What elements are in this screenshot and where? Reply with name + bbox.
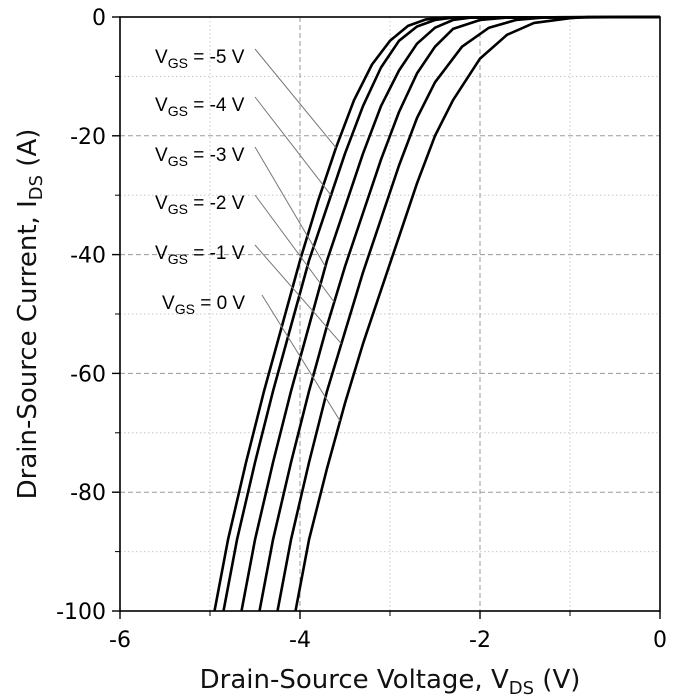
label-leader-line — [254, 244, 342, 345]
y-ticks: 0 -20 -40 -60 -80 -100 — [56, 6, 120, 625]
series-label: VGS = 0 V — [162, 293, 245, 317]
label-leader-line — [254, 96, 332, 196]
y-tick-label: -20 — [70, 125, 106, 150]
label-leaders — [254, 48, 342, 422]
series-labels: VGS = -5 V VGS = -4 V VGS = -3 V VGS = -2 V… — [155, 47, 245, 317]
y-tick-label: -40 — [70, 244, 106, 269]
y-tick-label: -80 — [70, 481, 106, 506]
y-tick-label: 0 — [92, 6, 106, 31]
label-leader-line — [254, 194, 335, 303]
series-label: VGS = -5 V — [155, 47, 245, 71]
x-axis-label: Drain-Source Voltage, VDS (V) — [200, 665, 581, 699]
x-ticks: -6 -4 -2 0 — [109, 611, 667, 653]
label-leader-line — [254, 146, 326, 267]
y-axis-label: Drain-Source Current, IDS (A) — [13, 129, 47, 500]
label-leader-line — [261, 294, 341, 422]
series-line — [276, 15, 661, 612]
series-label: VGS = -2 V — [155, 193, 245, 217]
x-tick-label: -2 — [469, 628, 491, 653]
y-tick-label: -60 — [70, 362, 106, 387]
series-line — [222, 15, 661, 612]
label-leader-line — [254, 48, 337, 148]
series-line — [258, 15, 661, 612]
x-tick-label: -4 — [289, 628, 311, 653]
series-label: VGS = -1 V — [155, 243, 245, 267]
grid — [120, 17, 660, 611]
y-tick-label: -100 — [56, 600, 106, 625]
series-line — [294, 15, 660, 612]
series-label: VGS = -4 V — [155, 95, 245, 119]
series-label: VGS = -3 V — [155, 145, 245, 169]
x-tick-label: 0 — [653, 628, 667, 653]
series-line — [240, 15, 661, 612]
curves — [213, 15, 661, 612]
x-tick-label: -6 — [109, 628, 131, 653]
series-line — [213, 15, 661, 612]
